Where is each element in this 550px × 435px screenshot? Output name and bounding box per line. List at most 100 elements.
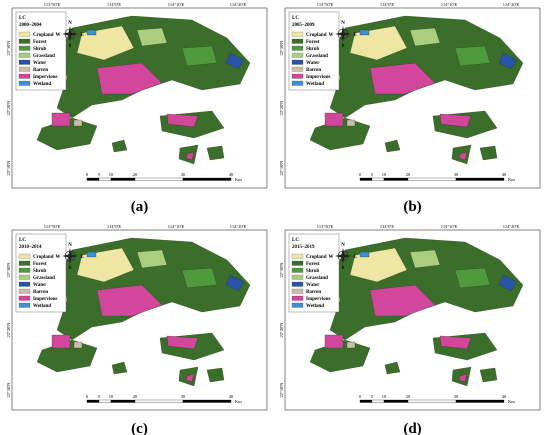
scale-segment	[455, 177, 505, 181]
scale-segment	[383, 399, 409, 403]
land-cover-patch	[359, 29, 370, 36]
legend-label: Water	[306, 61, 320, 66]
land-cover-patch	[51, 334, 71, 349]
land-cover-patch	[498, 52, 518, 70]
legend-swatch	[18, 59, 31, 65]
scale-label: 30	[181, 172, 186, 177]
legend-swatch	[291, 302, 304, 308]
legend-swatch	[291, 73, 304, 79]
compass-letter: N	[341, 21, 345, 26]
compass-letter: W	[329, 255, 334, 260]
legend-swatch	[18, 302, 31, 308]
land-cover-patch	[409, 27, 441, 47]
panel-caption: (d)	[403, 421, 421, 435]
legend-swatch	[291, 281, 304, 287]
compass-letter: S	[342, 266, 345, 271]
land-cover-patch	[479, 145, 498, 161]
legend-swatch	[18, 253, 31, 259]
latitude-label: 22°30'N	[279, 40, 284, 56]
legend-label: Forest	[306, 40, 320, 45]
land-cover-patch	[498, 274, 518, 292]
panel-caption: (a)	[131, 199, 149, 215]
scale-label: 20	[133, 172, 138, 177]
scale-label: 10	[109, 172, 114, 177]
land-cover-patch	[346, 341, 356, 349]
legend-swatch	[291, 38, 304, 44]
latitude-label: 22°10'N	[279, 160, 284, 176]
legend-label: Barren	[306, 290, 321, 295]
land-cover-patch	[409, 249, 441, 269]
land-cover-patch	[458, 373, 468, 383]
scale-segment	[110, 177, 136, 181]
scale-label: 0	[86, 172, 89, 177]
legend-title: LC	[292, 16, 299, 21]
compass-star	[335, 248, 351, 264]
land-cover-patch	[111, 361, 128, 375]
latitude-label: 22°20'N	[279, 100, 284, 116]
land-cover-patch	[479, 367, 498, 383]
latitude-label: 22°20'N	[6, 322, 11, 338]
scale-label: 0	[359, 394, 362, 399]
legend-swatch	[291, 45, 304, 51]
panel-caption: (c)	[131, 421, 148, 435]
longitude-label: 113°50'E	[317, 224, 334, 229]
legend-label: Water	[33, 283, 47, 288]
compass-letter: E	[80, 33, 84, 38]
legend-label: Cropland	[33, 33, 54, 38]
longitude-label: 114°0'E	[107, 224, 121, 229]
legend-label: Barren	[33, 68, 48, 73]
compass-letter: W	[329, 33, 334, 38]
land-cover-patch	[136, 249, 168, 269]
compass-letter: W	[56, 33, 61, 38]
land-cover-patch	[111, 139, 128, 153]
map-panel: 113°50'E 114°0'E 114°10'E 114°20'E 22°30'N 22…	[6, 224, 268, 435]
scale-segment	[371, 177, 385, 181]
scale-segment	[86, 177, 100, 181]
panel-caption: (b)	[403, 199, 421, 215]
legend-label: Grassland	[33, 276, 55, 281]
scale-label: 5	[98, 394, 101, 399]
legend-label: Water	[33, 61, 47, 66]
scale-label: 40	[229, 172, 234, 177]
scale-label: 5	[98, 172, 101, 177]
latitude-label: 22°20'N	[279, 322, 284, 338]
legend-swatch	[291, 31, 304, 37]
legend-period: 2010–2014	[19, 245, 42, 250]
land-cover-patch	[206, 367, 225, 383]
scale-segment	[359, 399, 373, 403]
legend-swatch	[18, 66, 31, 72]
legend-swatch	[291, 274, 304, 280]
legend-label: Shrub	[306, 269, 320, 274]
land-cover-patch	[185, 151, 195, 161]
legend-swatch	[291, 260, 304, 266]
compass-letter: W	[56, 255, 61, 260]
land-cover-patch	[439, 113, 472, 128]
legend-label: Shrub	[33, 269, 47, 274]
legend-label: Grassland	[306, 54, 328, 59]
legend-swatch	[18, 288, 31, 294]
land-cover-patch	[439, 335, 472, 350]
compass-letter: S	[342, 44, 345, 49]
legend-label: Forest	[306, 262, 320, 267]
legend-label: Barren	[33, 290, 48, 295]
scale-unit: Km	[508, 399, 515, 404]
land-cover-patch	[384, 139, 401, 153]
land-cover-patch	[346, 119, 356, 127]
legend-swatch	[18, 80, 31, 86]
longitude-label: 114°0'E	[380, 224, 394, 229]
longitude-label: 114°10'E	[441, 2, 458, 7]
compass-letter: E	[80, 255, 84, 260]
scale-segment	[98, 399, 112, 403]
scale-label: 10	[382, 394, 387, 399]
scale-label: 30	[454, 172, 459, 177]
scale-segment	[383, 177, 409, 181]
legend-swatch	[18, 295, 31, 301]
legend-period: 2000–2004	[19, 23, 42, 28]
land-cover-patch	[225, 274, 245, 292]
longitude-label: 114°10'E	[168, 224, 185, 229]
compass-letter: N	[68, 21, 72, 26]
legend-label: Impervious	[33, 297, 58, 302]
latitude-label: 22°10'N	[279, 382, 284, 398]
legend-label: Cropland	[306, 33, 327, 38]
scale-unit: Km	[508, 177, 515, 182]
